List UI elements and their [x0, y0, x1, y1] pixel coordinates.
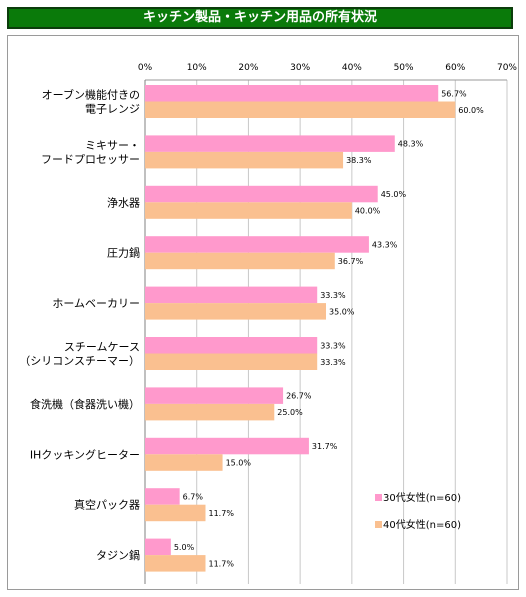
legend-swatch	[375, 521, 382, 528]
bar	[145, 403, 275, 421]
category-label: フードプロセッサー	[41, 153, 140, 166]
data-label: 6.7%	[183, 492, 204, 501]
bar	[145, 504, 206, 522]
bar	[145, 101, 456, 118]
legend-swatch	[375, 494, 382, 501]
bar	[145, 454, 223, 471]
bar	[145, 151, 344, 169]
category-label: タジン鍋	[96, 548, 140, 562]
x-tick-label: 10%	[187, 63, 207, 73]
bar	[145, 202, 352, 219]
chart-title: キッチン製品・キッチン用品の所有状況	[142, 10, 377, 25]
category-label: 電子レンジ	[85, 103, 140, 116]
x-tick-label: 60%	[445, 63, 465, 73]
bar	[145, 387, 284, 404]
bar-chart: 0% 10% 20% 30% 40% 50% 60% 70% 56.7% 60.0% オーブン機能付…	[19, 63, 517, 584]
category-label: スチームケース	[64, 341, 140, 354]
data-label: 38.3%	[346, 156, 372, 165]
bar	[145, 353, 318, 370]
legend-label: 40代女性(n=60)	[383, 518, 461, 531]
bar	[145, 437, 309, 455]
bar	[145, 538, 171, 556]
bar	[145, 488, 180, 505]
bar	[145, 337, 318, 354]
data-label: 60.0%	[458, 106, 484, 115]
data-label: 26.7%	[286, 392, 312, 401]
category-label: 真空パック器	[74, 498, 140, 512]
bar	[145, 236, 369, 253]
x-tick-label: 50%	[394, 63, 414, 73]
x-tick-label: 20%	[238, 63, 258, 73]
category-label: 圧力鍋	[107, 246, 140, 260]
data-label: 11.7%	[209, 509, 235, 518]
bar	[145, 303, 326, 320]
data-label: 45.0%	[381, 190, 407, 199]
legend-label: 30代女性(n=60)	[383, 491, 461, 504]
bar	[145, 286, 318, 304]
bar	[145, 85, 439, 102]
category-label: （シリコンスチーマー）	[19, 355, 140, 368]
data-label: 25.0%	[277, 408, 303, 417]
chart-title-bar: キッチン製品・キッチン用品の所有状況	[7, 7, 513, 29]
data-label: 33.3%	[320, 291, 346, 300]
x-tick-label: 70%	[497, 63, 517, 73]
category-label: 食洗機（食器洗い機）	[30, 397, 140, 411]
x-tick-label: 0%	[138, 63, 153, 73]
data-label: 40.0%	[355, 207, 381, 216]
x-tick-label: 30%	[290, 63, 310, 73]
data-label: 5.0%	[174, 543, 195, 552]
data-label: 31.7%	[312, 442, 338, 451]
data-label: 35.0%	[329, 307, 355, 316]
x-tick-label: 40%	[342, 63, 362, 73]
category-label: IHクッキングヒーター	[30, 447, 140, 461]
chart-frame: 0% 10% 20% 30% 40% 50% 60% 70% 56.7% 60.0% オーブン機能付…	[7, 35, 519, 590]
data-label: 11.7%	[209, 559, 235, 568]
category-label: ホームベーカリー	[52, 297, 140, 310]
bar	[145, 135, 395, 152]
data-label: 36.7%	[338, 257, 364, 266]
bar	[145, 185, 378, 203]
bar	[145, 252, 335, 270]
data-label: 48.3%	[398, 140, 424, 149]
category-label: 浄水器	[107, 195, 140, 209]
data-label: 15.0%	[226, 459, 252, 468]
category-label: ミキサー・	[85, 139, 140, 152]
data-label: 33.3%	[320, 341, 346, 350]
category-label: オーブン機能付きの	[42, 88, 140, 102]
data-label: 33.3%	[320, 358, 346, 367]
bar	[145, 555, 206, 572]
data-label: 56.7%	[441, 89, 467, 98]
data-label: 43.3%	[372, 240, 398, 249]
